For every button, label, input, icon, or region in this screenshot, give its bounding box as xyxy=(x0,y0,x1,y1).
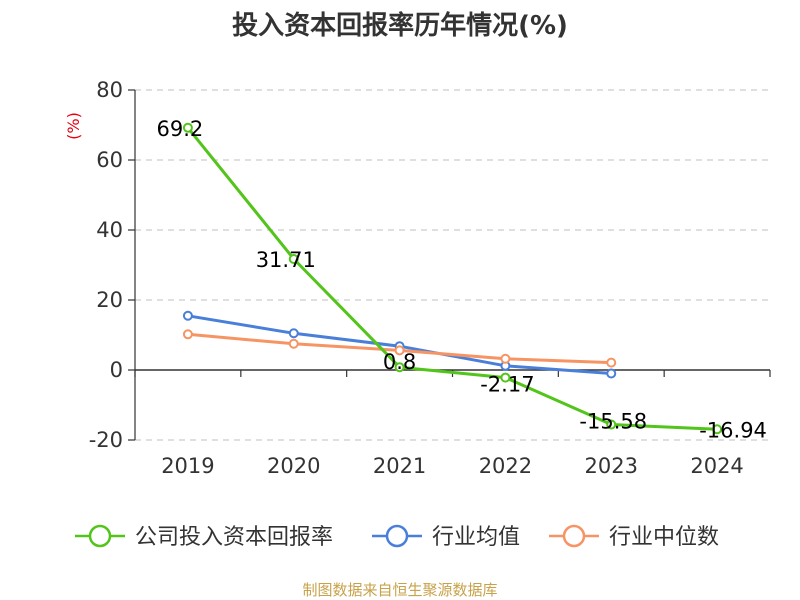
x-tick-label: 2023 xyxy=(585,454,638,478)
data-label: -16.94 xyxy=(699,418,767,442)
legend-marker xyxy=(385,524,409,548)
data-label: -15.58 xyxy=(579,410,647,434)
y-tick-label: -20 xyxy=(89,428,123,452)
legend-label: 行业均值 xyxy=(432,525,520,550)
series-line xyxy=(186,126,718,431)
y-tick-label: 60 xyxy=(96,148,123,172)
data-point xyxy=(288,254,299,265)
legend-marker xyxy=(88,524,112,548)
x-tick-label: 2021 xyxy=(373,454,426,478)
legend-label: 公司投入资本回报率 xyxy=(135,525,333,550)
series-lines xyxy=(182,122,723,435)
data-point xyxy=(288,328,299,339)
y-tick-label: 80 xyxy=(96,78,123,102)
y-tick-label: 20 xyxy=(96,288,123,312)
data-point xyxy=(182,329,193,340)
y-tick-labels: 80 60 40 20 0 -20 xyxy=(89,78,123,452)
data-point xyxy=(500,353,511,364)
x-tick-labels: 2019 2020 2021 2022 2023 2024 xyxy=(161,454,744,478)
grid-lines xyxy=(135,89,770,441)
data-label: 0.8 xyxy=(383,350,416,374)
y-tick-label: 0 xyxy=(110,358,123,382)
data-label: 31.71 xyxy=(256,248,316,272)
y-axis-unit: (%) xyxy=(64,112,83,140)
data-label: 69.2 xyxy=(157,117,204,141)
x-tick-label: 2024 xyxy=(690,454,743,478)
data-point xyxy=(288,338,299,349)
data-point xyxy=(606,368,617,379)
x-tick-label: 2019 xyxy=(161,454,214,478)
data-point xyxy=(500,372,511,383)
data-point xyxy=(394,362,405,373)
legend-marker xyxy=(562,524,586,548)
data-point xyxy=(712,424,723,435)
data-point xyxy=(182,310,193,321)
data-point xyxy=(606,419,617,430)
data-labels: 69.2 31.71 0.8 -2.17 -15.58 -16.94 xyxy=(157,117,767,442)
legend-label: 行业中位数 xyxy=(609,525,719,550)
chart-title: 投入资本回报率历年情况(%) xyxy=(232,10,568,41)
y-tick-label: 40 xyxy=(96,218,123,242)
axes xyxy=(128,89,771,441)
legend: 公司投入资本回报率 行业均值 行业中位数 xyxy=(75,524,719,550)
source-note: 制图数据来自恒生聚源数据库 xyxy=(302,581,497,599)
x-tick-label: 2020 xyxy=(267,454,320,478)
data-point xyxy=(182,122,193,133)
data-point xyxy=(394,345,405,356)
data-point xyxy=(606,357,617,368)
x-tick-label: 2022 xyxy=(479,454,532,478)
data-label: -2.17 xyxy=(480,373,534,397)
